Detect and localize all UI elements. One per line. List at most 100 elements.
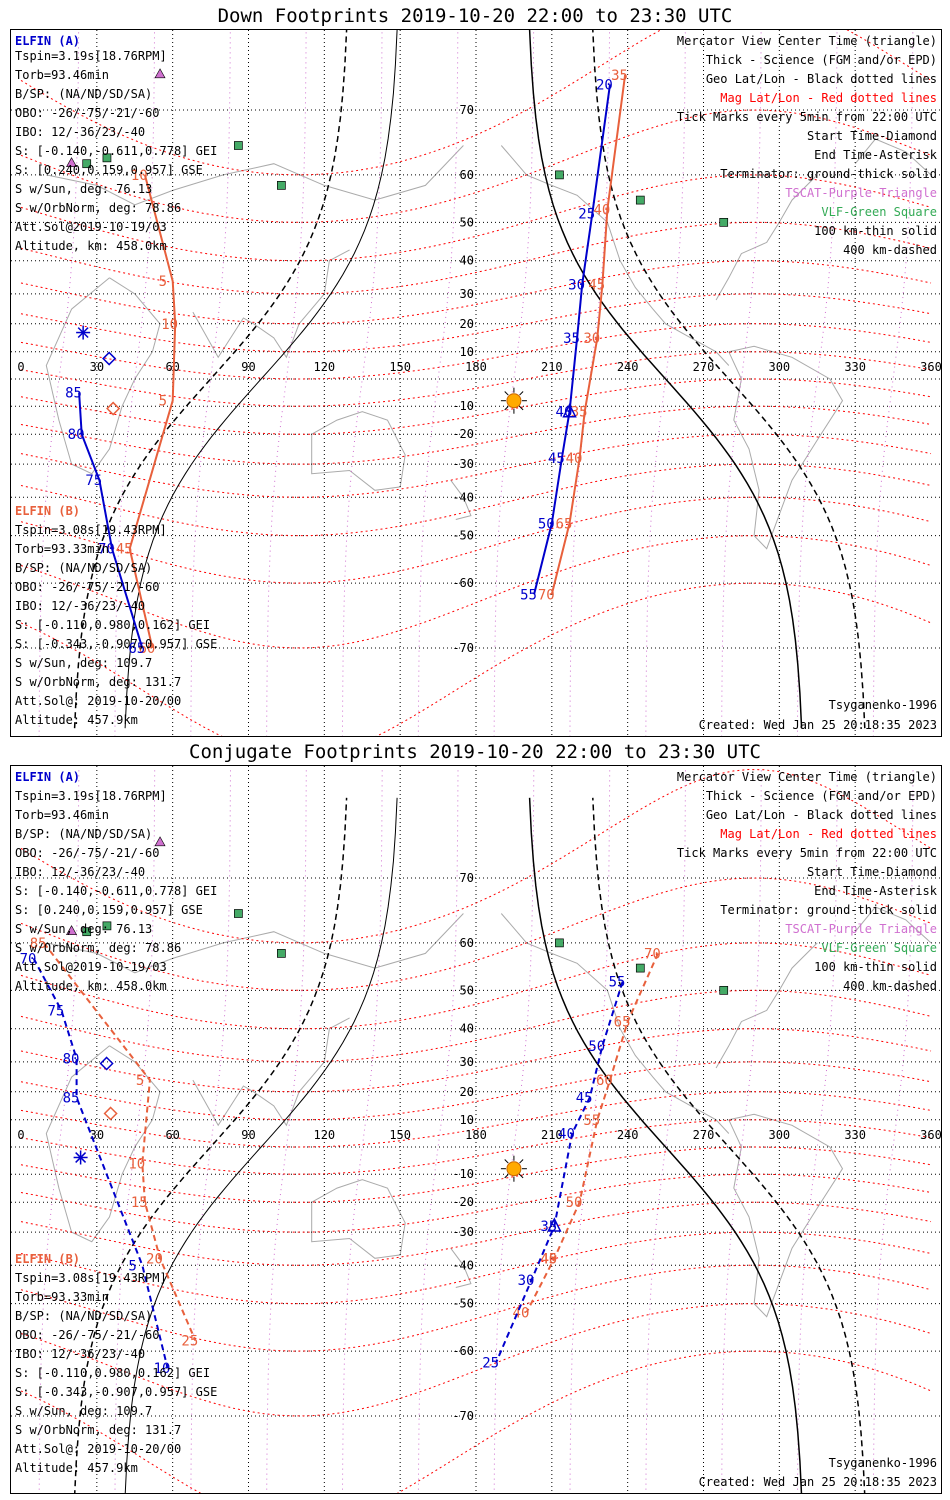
mag-parallel — [20, 1350, 932, 1493]
elfin-a-line: S w/OrbNorm, deg: 78.86 — [15, 201, 182, 215]
elfin-b-line: Altitude: 457.9km — [15, 1461, 138, 1475]
legend-entry: 400 km-dashed — [843, 243, 937, 257]
sun-ray — [519, 1159, 524, 1164]
mag-meridian — [645, 769, 686, 1493]
tick-label: 5 — [136, 1073, 144, 1089]
tick-label: 10 — [154, 1361, 171, 1377]
tick-label: 15 — [131, 1195, 148, 1211]
mag-parallel — [20, 1303, 932, 1417]
elfin-a-line: B/SP: (NA/ND/SD/SA) — [15, 87, 153, 101]
lon-label: 60 — [165, 360, 179, 374]
tick-label: 30 — [583, 331, 600, 347]
lat-label: -60 — [452, 1344, 474, 1358]
elfin-b-line: OBO: -26/-75/-21/-60 — [15, 1328, 160, 1342]
tick-label: 60 — [138, 641, 155, 657]
tick-label: 45 — [116, 542, 133, 558]
elfin-b-line: S: [-0.343,-0.907,0.957] GSE — [15, 1385, 218, 1399]
legend-entry: End Time-Asterisk — [814, 884, 937, 898]
vlf-station-square — [234, 141, 243, 150]
mag-meridian — [493, 30, 535, 736]
coastline — [715, 174, 818, 301]
center-time-triangle — [562, 403, 577, 418]
legend-entry: TSCAT-Purple Triangle — [785, 186, 937, 200]
tscat-triangle — [154, 68, 166, 79]
vlf-station-square — [277, 949, 286, 958]
legend-entry: Tick Marks every 5min from 22:00 UTC — [676, 846, 937, 860]
elfin-a-line: Altitude, km: 458.0km — [15, 239, 167, 253]
vlf-station-square — [719, 985, 729, 995]
lat-label: 60 — [460, 168, 474, 182]
tscat-triangle — [66, 157, 78, 168]
mag-meridian — [190, 30, 231, 736]
mag-meridian — [645, 30, 686, 736]
sun-ray — [504, 406, 509, 411]
lon-label: 360 — [920, 1128, 941, 1142]
lon-label: 300 — [768, 1128, 790, 1142]
elfin-b-line: Torb=93.33min — [15, 542, 109, 556]
mag-meridian — [38, 30, 80, 736]
elfin-a-line: Tspin=3.19s[18.76RPM] — [15, 789, 167, 803]
tick-label: 70 — [98, 542, 115, 558]
tick-label: 45 — [576, 1090, 593, 1106]
coastline — [311, 411, 406, 491]
tick-label: 25 — [578, 207, 595, 223]
lat-label: -20 — [452, 1195, 474, 1209]
tick-label: 70 — [538, 587, 555, 603]
tick-label: 85 — [30, 936, 47, 952]
elfin-a-info: ELFIN (A) Tspin=3.19s[18.76RPM] Torb=93.… — [15, 34, 217, 254]
tick-label: 40 — [513, 1305, 530, 1321]
mag-parallel — [20, 378, 932, 435]
mag-parallel — [20, 877, 932, 991]
vlf-station-square — [82, 927, 92, 937]
mag-parallel — [20, 1264, 932, 1352]
mag-meridian — [114, 769, 156, 1493]
mag-parallel — [20, 582, 932, 736]
elfin-b-track — [550, 74, 627, 595]
coastline — [854, 906, 932, 944]
lon-label: 240 — [617, 360, 639, 374]
tick-label: 10 — [131, 168, 148, 184]
vlf-station-square — [719, 217, 729, 227]
conjugate-footprints-panel: Conjugate Footprints 2019-10-20 22:00 to… — [0, 738, 950, 1498]
mag-parallel — [20, 1091, 932, 1148]
mag-meridian — [266, 30, 307, 736]
lon-label: 90 — [241, 360, 255, 374]
legend-entry: Mag Lat/Lon - Red dotted lines — [720, 827, 937, 841]
tick-label: 5 — [159, 274, 167, 290]
tick-label: 25 — [482, 1355, 499, 1371]
legend-entry: Terminator: ground-thick solid — [720, 903, 937, 917]
elfin-b-line: IBO: 12/-36/23/-40 — [15, 599, 146, 613]
vlf-station-square — [555, 170, 564, 180]
elfin-a-line: Att.Sol@2019-10-19/03 — [15, 960, 167, 974]
mag-parallel — [20, 496, 932, 584]
panel-title: Conjugate Footprints 2019-10-20 22:00 to… — [189, 741, 761, 763]
elfin-b-line: Att.Sol@: 2019-10-20/00 — [15, 694, 182, 708]
elfin-a-line: Tspin=3.19s[18.76RPM] — [15, 49, 167, 63]
lat-label: 50 — [460, 215, 474, 229]
start-diamond — [106, 401, 121, 416]
end-asterisk — [77, 327, 89, 339]
sun-ray — [504, 1174, 509, 1179]
created-label: Created: Wed Jan 25 20:18:35 2023 — [698, 718, 937, 732]
elfin-a-line: S: [-0.140,-0.611,0.778] GEI — [15, 144, 218, 158]
elfin-a-line: Torb=93.46min — [15, 68, 109, 82]
tscat-triangle — [154, 836, 166, 847]
elfin-a-line: Altitude, km: 458.0km — [15, 979, 167, 993]
elfin-a-line: S w/Sun, deg: 76.13 — [15, 922, 153, 936]
legend-entry: Terminator: ground-thick solid — [720, 167, 937, 181]
elfin-a-title: ELFIN (A) — [15, 34, 81, 48]
lat-label: 30 — [460, 287, 474, 301]
tick-label: 5 — [159, 394, 167, 410]
lat-label: -50 — [452, 1297, 474, 1311]
coastline — [311, 1179, 406, 1259]
mag-meridian — [417, 769, 459, 1493]
sun-ray — [504, 1159, 509, 1164]
mag-parallel — [20, 1201, 932, 1266]
legend-entry: TSCAT-Purple Triangle — [785, 922, 937, 936]
mag-meridian — [721, 769, 762, 1493]
sun-ray — [519, 1174, 524, 1179]
lon-label: 120 — [313, 1128, 335, 1142]
mag-meridian — [190, 769, 231, 1493]
lon-label: 120 — [313, 360, 335, 374]
sun-icon — [506, 1161, 522, 1177]
